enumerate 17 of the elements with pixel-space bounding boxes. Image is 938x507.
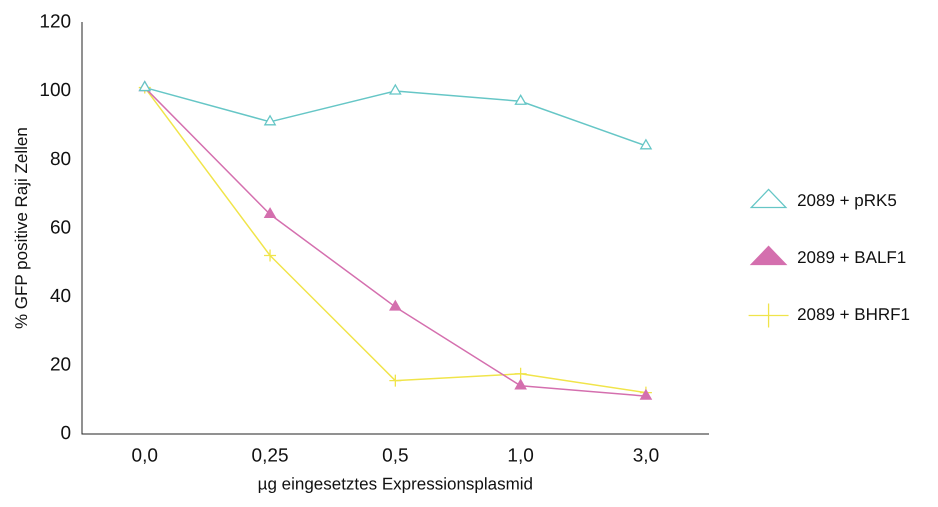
legend-label: 2089 + pRK5 bbox=[797, 191, 897, 210]
legend-label: 2089 + BALF1 bbox=[797, 248, 906, 268]
y-tick-label: 80 bbox=[50, 148, 72, 170]
x-tick-label: 1,0 bbox=[507, 445, 534, 466]
y-tick-label: 0 bbox=[60, 423, 72, 444]
y-tick-label: 60 bbox=[50, 217, 72, 238]
x-tick-label: 0,5 bbox=[382, 445, 409, 466]
y-tick-label: 120 bbox=[39, 12, 72, 33]
y-tick-label: 20 bbox=[50, 354, 72, 376]
x-axis-title: µg eingesetztes Expressionsplasmid bbox=[258, 474, 534, 494]
y-tick-label: 100 bbox=[39, 80, 72, 102]
y-tick-label: 40 bbox=[50, 286, 72, 307]
x-tick-label: 0,25 bbox=[252, 445, 289, 466]
legend-label: 2089 + BHRF1 bbox=[797, 305, 910, 324]
x-tick-label: 3,0 bbox=[632, 445, 660, 466]
y-axis-title: % GFP positive Raji Zellen bbox=[12, 127, 31, 330]
x-tick-label: 0,0 bbox=[132, 445, 158, 466]
